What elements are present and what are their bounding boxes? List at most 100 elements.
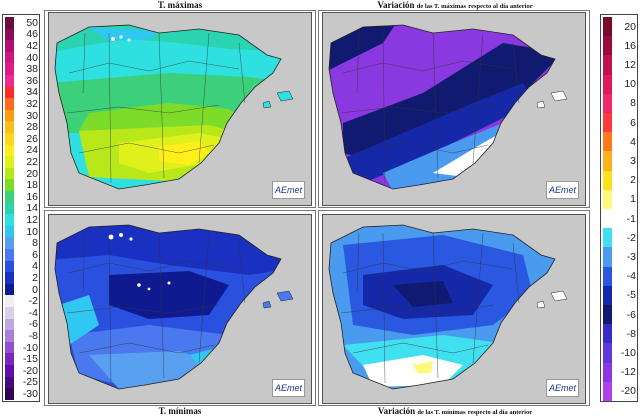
legend-row: 26 — [3, 133, 39, 145]
legend-swatch — [5, 109, 14, 122]
legend-row: 22 — [3, 156, 39, 168]
legend-row: 14 — [3, 202, 39, 215]
legend-label: 32 — [26, 97, 38, 110]
legend-swatch — [603, 189, 612, 209]
legend-swatch — [603, 228, 612, 248]
legend-swatch — [5, 28, 14, 41]
legend-label: 26 — [26, 132, 38, 145]
legend-label: 10 — [26, 225, 38, 238]
legend-label: -25 — [22, 376, 38, 389]
legend-label: 42 — [26, 39, 38, 52]
legend-row: 16 — [601, 36, 637, 56]
legend-row: 0 — [3, 283, 39, 296]
legend-row: 38 — [3, 63, 39, 75]
legend-row: 3 — [601, 151, 637, 171]
legend-label: -8 — [28, 329, 38, 342]
legend-swatch — [5, 307, 14, 319]
legend-label: 16 — [26, 190, 38, 203]
aemet-logo: AEmet — [545, 379, 579, 397]
legend-row: 6 — [3, 249, 39, 261]
legend-row: 1 — [601, 189, 637, 209]
legend-label: 6 — [630, 116, 636, 129]
legend-swatch — [603, 151, 612, 171]
legend-row: -10 — [3, 341, 39, 354]
legend-swatch — [5, 272, 14, 284]
title-var-tmax: Variación de las T. máximas respecto al … — [320, 0, 590, 10]
legend-swatch — [5, 388, 14, 400]
legend-variation: 20 16 12 10 8 6 4 3 2 1 -1 -2 -3 -4 -5 -6 -8 -10 -12 -20 — [600, 14, 638, 402]
legend-swatch — [5, 40, 14, 52]
legend-swatch — [5, 17, 14, 29]
legend-row: 2 — [3, 272, 39, 284]
legend-row: -3 — [601, 247, 637, 267]
legend-row: -5 — [601, 285, 637, 305]
map-var-tmin: AEmet — [322, 214, 586, 404]
legend-label: 0 — [32, 283, 38, 296]
legend-label: 8 — [630, 97, 636, 110]
title-var-tmax-small: de las T. máximas — [416, 3, 467, 10]
legend-row: 20 — [3, 167, 39, 180]
legend-label: 16 — [624, 39, 636, 52]
legend-label: 8 — [32, 237, 38, 250]
legend-label: -4 — [626, 270, 636, 283]
legend-row: -30 — [3, 388, 39, 400]
legend-swatch — [603, 17, 612, 37]
legend-label: -8 — [626, 327, 636, 340]
title-var-tmin-tail: respecto al día anterior — [467, 409, 533, 416]
legend-swatch — [5, 191, 14, 203]
legend-swatch — [5, 249, 14, 261]
legend-row: -1 — [601, 209, 637, 229]
legend-row: 8 — [601, 93, 637, 113]
legend-row: -2 — [3, 295, 39, 307]
legend-label: -10 — [620, 346, 636, 359]
map-tmax: AEmet — [48, 12, 312, 206]
title-tmin: T. mínimas — [158, 406, 202, 416]
aemet-logo: AEmet — [271, 181, 305, 199]
legend-swatch — [603, 381, 612, 401]
title-var-tmin: Variación de las T. mínimas respecto al … — [320, 406, 590, 416]
legend-row: -15 — [3, 353, 39, 365]
title-var-tmax-main: Variación — [377, 0, 415, 10]
legend-label: 10 — [624, 78, 636, 91]
legend-label: 4 — [630, 135, 636, 148]
legend-row: 46 — [3, 28, 39, 41]
legend-swatch — [5, 144, 14, 157]
legend-swatch — [5, 353, 14, 365]
legend-label: 38 — [26, 63, 38, 76]
legend-label: -3 — [626, 250, 636, 263]
legend-row: -2 — [601, 228, 637, 248]
legend-swatch — [5, 75, 14, 87]
legend-swatch — [603, 362, 612, 382]
map-tmin: AEmet — [48, 214, 312, 404]
legend-label: 50 — [26, 16, 38, 29]
legend-swatch — [5, 156, 14, 168]
legend-label: 30 — [26, 109, 38, 122]
legend-label: 20 — [624, 20, 636, 33]
legend-label: -2 — [626, 231, 636, 244]
legend-row: 34 — [3, 86, 39, 99]
legend-swatch — [603, 113, 612, 133]
legend-swatch — [5, 283, 14, 296]
title-var-tmin-small: de las T. mínimas — [417, 409, 466, 416]
legend-swatch — [5, 133, 14, 145]
legend-label: 1 — [630, 193, 636, 206]
legend-label: 2 — [32, 271, 38, 284]
legend-row: 28 — [3, 121, 39, 133]
legend-label: 6 — [32, 248, 38, 261]
legend-label: -6 — [28, 318, 38, 331]
legend-row: -6 — [3, 318, 39, 331]
legend-row: 50 — [3, 17, 39, 29]
legend-swatch — [5, 376, 14, 389]
legend-row: 30 — [3, 109, 39, 122]
aemet-logo: AEmet — [271, 379, 305, 397]
legend-label: -5 — [626, 289, 636, 302]
legend-temperature: 50 46 42 40 38 36 34 32 30 28 26 24 22 20 18 16 14 12 10 8 6… — [2, 14, 40, 402]
legend-label: 46 — [26, 28, 38, 41]
legend-label: -2 — [28, 295, 38, 308]
legend-row: 10 — [601, 74, 637, 94]
title-var-tmin-main: Variación — [377, 406, 416, 416]
legend-label: 20 — [26, 167, 38, 180]
legend-swatch — [5, 225, 14, 238]
legend-swatch — [603, 247, 612, 267]
legend-swatch — [5, 121, 14, 133]
